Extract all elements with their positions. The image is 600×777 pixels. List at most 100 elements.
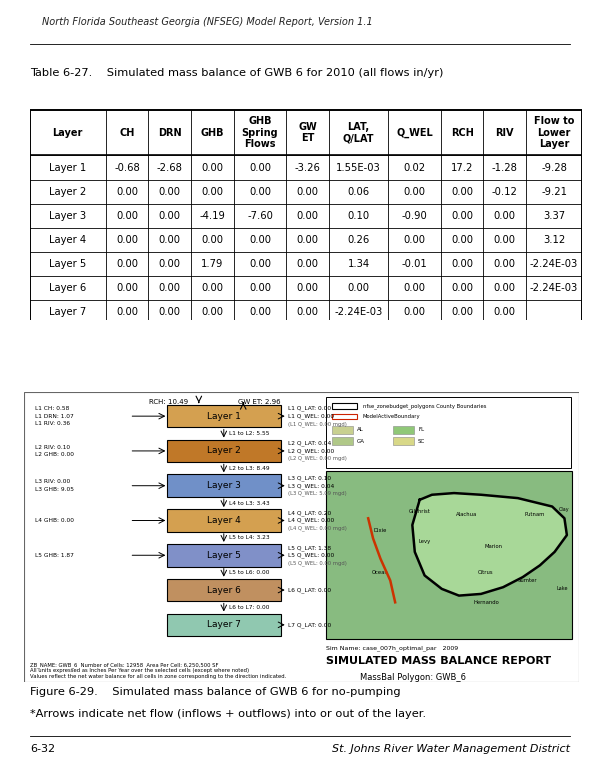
Text: 1.55E-03: 1.55E-03 [336,162,381,172]
Text: 0.00: 0.00 [249,186,271,197]
Text: 0.00: 0.00 [451,259,473,269]
Text: ModelActiveBoundary: ModelActiveBoundary [362,414,420,419]
Text: 0.00: 0.00 [202,307,223,317]
Text: Clay: Clay [559,507,570,512]
Text: Layer 7: Layer 7 [207,620,241,629]
Text: L2 Q_LAT: 0.04: L2 Q_LAT: 0.04 [287,441,331,446]
Text: L3 RIV: 0.00: L3 RIV: 0.00 [35,479,70,484]
FancyBboxPatch shape [167,475,281,497]
Text: Layer 3: Layer 3 [49,211,86,221]
Text: GHB: GHB [200,127,224,138]
Text: Sim Name: case_007h_optimal_par   2009: Sim Name: case_007h_optimal_par 2009 [326,645,459,651]
Text: 0.00: 0.00 [158,283,181,293]
Text: Hernando: Hernando [473,600,499,605]
Text: L1 to L2: 5.55: L1 to L2: 5.55 [229,431,270,436]
Text: 0.00: 0.00 [403,307,425,317]
Text: -2.24E-03: -2.24E-03 [530,259,578,269]
Text: L7 Q_LAT: 0.00: L7 Q_LAT: 0.00 [287,622,331,628]
Text: 6-32: 6-32 [30,744,55,754]
Text: Figure 6-29.    Simulated mass balance of GWB 6 for no-pumping: Figure 6-29. Simulated mass balance of G… [30,687,401,697]
Text: L2 to L3: 8.49: L2 to L3: 8.49 [229,466,270,471]
Text: 0.00: 0.00 [158,235,181,245]
Text: 0.00: 0.00 [403,283,425,293]
Text: Putnam: Putnam [525,512,545,517]
Text: -9.21: -9.21 [541,186,567,197]
Text: (L2 Q_WEL: 0.00 mgd): (L2 Q_WEL: 0.00 mgd) [287,455,347,462]
Text: (L3 Q_WEL: 5.09 mgd): (L3 Q_WEL: 5.09 mgd) [287,490,346,496]
Text: 0.00: 0.00 [116,235,138,245]
Text: 0.00: 0.00 [451,283,473,293]
Text: Lake: Lake [556,587,568,591]
FancyBboxPatch shape [326,397,571,468]
Text: *Arrows indicate net flow (inflows + outflows) into or out of the layer.: *Arrows indicate net flow (inflows + out… [30,709,426,719]
Text: GW ET: 2.96: GW ET: 2.96 [238,399,280,405]
Text: Sumter: Sumter [518,578,538,583]
FancyBboxPatch shape [332,437,353,445]
Text: 0.00: 0.00 [347,283,370,293]
Text: Dixie: Dixie [374,528,387,532]
Text: 0.00: 0.00 [296,283,319,293]
Text: 0.00: 0.00 [116,211,138,221]
Text: RIV: RIV [496,127,514,138]
Text: -4.19: -4.19 [199,211,225,221]
Text: L6 Q_LAT: 0.00: L6 Q_LAT: 0.00 [287,587,331,593]
Text: Layer 7: Layer 7 [49,307,86,317]
Text: L5 Q_LAT: 1.38: L5 Q_LAT: 1.38 [287,545,331,551]
Text: 0.02: 0.02 [403,162,425,172]
Text: L4 to L3: 3.43: L4 to L3: 3.43 [229,500,270,506]
Text: 0.00: 0.00 [296,235,319,245]
Text: DRN: DRN [158,127,181,138]
FancyBboxPatch shape [167,614,281,636]
Text: L4 Q_LAT: 0.20: L4 Q_LAT: 0.20 [287,510,331,516]
Text: L6 to L7: 0.00: L6 to L7: 0.00 [229,605,270,610]
FancyBboxPatch shape [332,414,357,420]
Text: 0.00: 0.00 [451,186,473,197]
Text: Layer 3: Layer 3 [207,481,241,490]
FancyBboxPatch shape [393,437,414,445]
Text: L1 Q_LAT: 0.00: L1 Q_LAT: 0.00 [287,406,331,412]
Text: L1 DRN: 1.07: L1 DRN: 1.07 [35,413,74,419]
Text: 0.00: 0.00 [116,186,138,197]
Text: 0.00: 0.00 [249,162,271,172]
Text: Alachua: Alachua [455,512,477,517]
Text: GA: GA [357,439,365,444]
Text: 0.00: 0.00 [249,307,271,317]
Text: 0.00: 0.00 [403,235,425,245]
Text: Layer 1: Layer 1 [207,412,241,420]
Text: Layer 6: Layer 6 [49,283,86,293]
Text: SIMULATED MASS BALANCE REPORT: SIMULATED MASS BALANCE REPORT [326,656,551,666]
FancyBboxPatch shape [167,509,281,531]
Text: 0.00: 0.00 [158,307,181,317]
Text: 1.34: 1.34 [347,259,370,269]
Text: 0.00: 0.00 [202,162,223,172]
Text: 0.00: 0.00 [494,211,516,221]
Text: 0.00: 0.00 [202,283,223,293]
FancyBboxPatch shape [167,544,281,566]
Text: nfse_zonebudget_polygons County Boundaries: nfse_zonebudget_polygons County Boundari… [362,402,486,409]
Text: ZB_NAME: GWB_6  Number of Cells: 12958  Area Per Cell: 6,250,500 SF: ZB_NAME: GWB_6 Number of Cells: 12958 Ar… [29,663,218,668]
Text: Q_WEL: Q_WEL [396,127,433,138]
Text: Gilchrist: Gilchrist [409,509,431,514]
Text: Layer 5: Layer 5 [49,259,86,269]
Text: 0.00: 0.00 [296,259,319,269]
Text: 0.06: 0.06 [347,186,370,197]
Text: 0.00: 0.00 [158,211,181,221]
Text: 1.79: 1.79 [201,259,224,269]
Text: L2 Q_WEL: 0.00: L2 Q_WEL: 0.00 [287,448,334,454]
Text: -2.24E-03: -2.24E-03 [530,283,578,293]
Text: 0.00: 0.00 [249,283,271,293]
Text: 0.00: 0.00 [116,259,138,269]
Text: MassBal Polygon: GWB_6: MassBal Polygon: GWB_6 [360,673,466,681]
Text: (L4 Q_WEL: 0.00 mgd): (L4 Q_WEL: 0.00 mgd) [287,525,347,531]
FancyBboxPatch shape [393,426,414,434]
Text: Citrus: Citrus [478,570,494,574]
Text: Layer 4: Layer 4 [207,516,241,525]
FancyBboxPatch shape [332,426,353,434]
Text: FL: FL [418,427,424,432]
FancyBboxPatch shape [30,110,582,324]
Text: 0.00: 0.00 [494,283,516,293]
Text: L4 GHB: 0.00: L4 GHB: 0.00 [35,518,74,523]
Text: (L5 Q_WEL: 0.00 mgd): (L5 Q_WEL: 0.00 mgd) [287,560,347,566]
FancyBboxPatch shape [167,440,281,462]
Text: 0.00: 0.00 [451,235,473,245]
